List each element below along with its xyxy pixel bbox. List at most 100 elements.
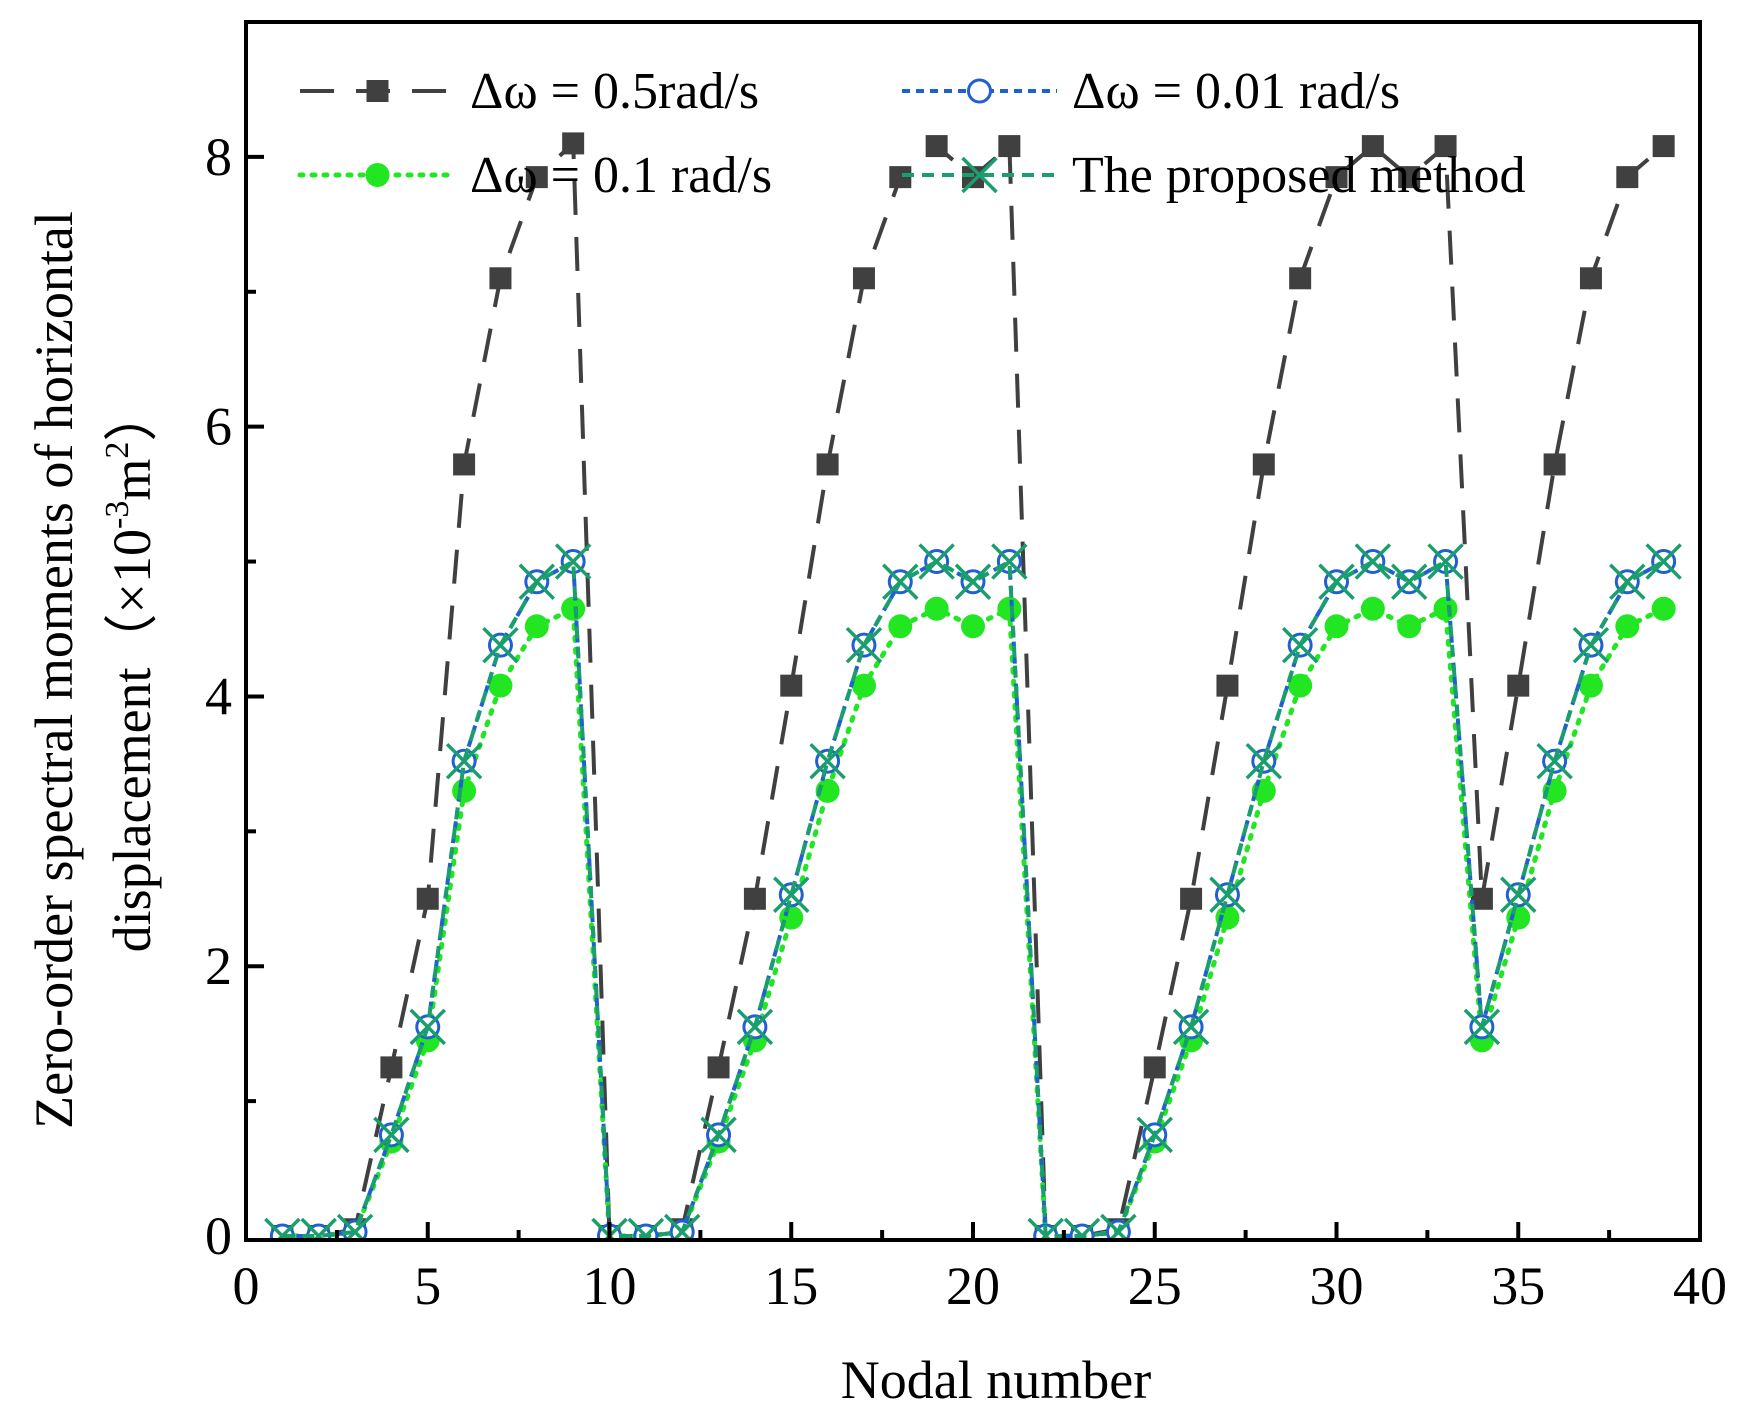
series-3 xyxy=(264,543,1682,1240)
series-3-point xyxy=(1209,876,1246,913)
series-3-point xyxy=(663,1213,701,1240)
series-0-point xyxy=(1652,135,1675,158)
series-2-point xyxy=(1651,596,1676,621)
series-0-point xyxy=(1398,166,1421,189)
series-2-point xyxy=(1360,596,1385,621)
series-0-point xyxy=(1180,887,1203,910)
legend-label-3: The proposed method xyxy=(1072,147,1525,204)
series-3-point xyxy=(373,1116,410,1154)
series-0-point xyxy=(852,267,875,290)
series-2-point xyxy=(1288,673,1313,698)
series-3-point xyxy=(809,742,846,780)
series-2-point xyxy=(851,673,876,698)
y-axis-title-unit: m xyxy=(102,459,162,501)
series-2-point xyxy=(1324,614,1349,639)
legend-marker-0 xyxy=(366,80,389,102)
x-tick-label: 30 xyxy=(1310,1256,1364,1316)
series-0-point xyxy=(998,135,1021,158)
y-axis-title-prefix: displacement（×10 xyxy=(102,529,162,952)
series-2-point xyxy=(1397,614,1422,639)
series-3-point xyxy=(991,543,1028,580)
series-3-point xyxy=(1354,543,1392,580)
legend-item-1: Δω = 0.01 rad/s xyxy=(902,63,1400,120)
legend-marker-2 xyxy=(365,163,390,187)
legend-label-0: Δω = 0.5rad/s xyxy=(470,63,759,120)
series-2-point xyxy=(997,596,1022,621)
series-0-point xyxy=(562,132,585,155)
series-0-point xyxy=(816,453,839,476)
series-3-point xyxy=(1245,742,1283,780)
legend-item-2: Δω = 0.1 rad/s xyxy=(297,147,772,204)
legend-label-1: Δω = 0.01 rad/s xyxy=(1072,63,1400,120)
series-3-point xyxy=(1281,626,1319,664)
legend-marker-3 xyxy=(961,156,998,194)
series-2-point xyxy=(1433,596,1458,621)
y-axis-title-exp1: -3 xyxy=(99,501,136,529)
series-2-point xyxy=(888,614,913,639)
legend-sample-2 xyxy=(297,163,458,187)
series-0-point xyxy=(1361,135,1384,158)
series-3-point xyxy=(1136,1116,1173,1154)
series-3-point xyxy=(627,1217,665,1240)
series-0-point xyxy=(1216,674,1239,697)
series-2-point xyxy=(452,778,477,803)
y-tick-label: 0 xyxy=(205,1206,232,1266)
y-tick-label: 2 xyxy=(205,936,232,996)
series-3-point xyxy=(1390,563,1428,601)
x-axis: 0 5 10 15 20 25 30 35 40 xyxy=(233,1222,1727,1316)
series-3-point xyxy=(300,1217,337,1240)
series-3-point xyxy=(882,563,919,601)
y-axis-title-line1: Zero-order spectral moments of horizonta… xyxy=(24,211,84,1129)
y-axis-title-line2: displacement（×10-3m2） xyxy=(99,388,162,953)
series-3-point xyxy=(336,1213,374,1240)
legend-item-0: Δω = 0.5rad/s xyxy=(300,63,759,120)
y-tick-label: 4 xyxy=(205,666,232,726)
series-3-point xyxy=(445,742,483,780)
series-3-point xyxy=(1172,1008,1210,1046)
series-0-point xyxy=(743,887,766,910)
series-3-point xyxy=(1536,742,1573,780)
series-3-point xyxy=(1427,543,1464,580)
series-0-point xyxy=(1434,135,1457,158)
series-3-point xyxy=(700,1116,737,1154)
x-tick-label: 40 xyxy=(1673,1256,1727,1316)
series-3-point xyxy=(1027,1217,1064,1240)
y-tick-label: 8 xyxy=(205,127,232,187)
series-0-point xyxy=(1252,453,1275,476)
series-3-point xyxy=(1318,563,1355,601)
series-3-point xyxy=(845,626,883,664)
y-axis: 0 2 4 6 8 xyxy=(205,20,264,1266)
series-2-point xyxy=(924,596,949,621)
series-0-point xyxy=(889,166,912,189)
series-3-point xyxy=(918,543,955,580)
series-3-point xyxy=(1609,563,1646,601)
y-axis-title-suffix: ） xyxy=(102,388,162,442)
series-0-point xyxy=(1470,887,1493,910)
series-3-point xyxy=(773,876,810,913)
series-3-point xyxy=(482,626,519,664)
legend: Δω = 0.5rad/s Δω = 0.01 rad/s Δω = 0.1 r… xyxy=(297,63,1525,204)
series-line-3 xyxy=(282,559,1665,1238)
series-3-point xyxy=(1645,543,1682,580)
series-2-point xyxy=(1615,614,1640,639)
series-2-point xyxy=(524,614,549,639)
series-0-point xyxy=(453,453,476,476)
x-tick-label: 15 xyxy=(764,1256,818,1316)
legend-label-2: Δω = 0.1 rad/s xyxy=(470,147,772,204)
series-0-point xyxy=(707,1056,730,1079)
series-3-point xyxy=(409,1008,446,1046)
legend-sample-0 xyxy=(300,80,455,102)
series-line-2 xyxy=(279,606,1667,1239)
series-2-point xyxy=(961,614,985,639)
series-3-point xyxy=(1572,626,1610,664)
series-0-point xyxy=(1325,166,1348,189)
series-3-point xyxy=(1463,1008,1501,1046)
legend-marker-1 xyxy=(967,78,992,104)
series-3-point xyxy=(1500,876,1537,913)
series-2-point xyxy=(488,673,513,698)
series-0-point xyxy=(1543,453,1566,476)
x-tick-label: 35 xyxy=(1491,1256,1545,1316)
y-axis-title: Zero-order spectral moments of horizonta… xyxy=(24,211,162,1129)
series-3-point xyxy=(736,1008,774,1046)
